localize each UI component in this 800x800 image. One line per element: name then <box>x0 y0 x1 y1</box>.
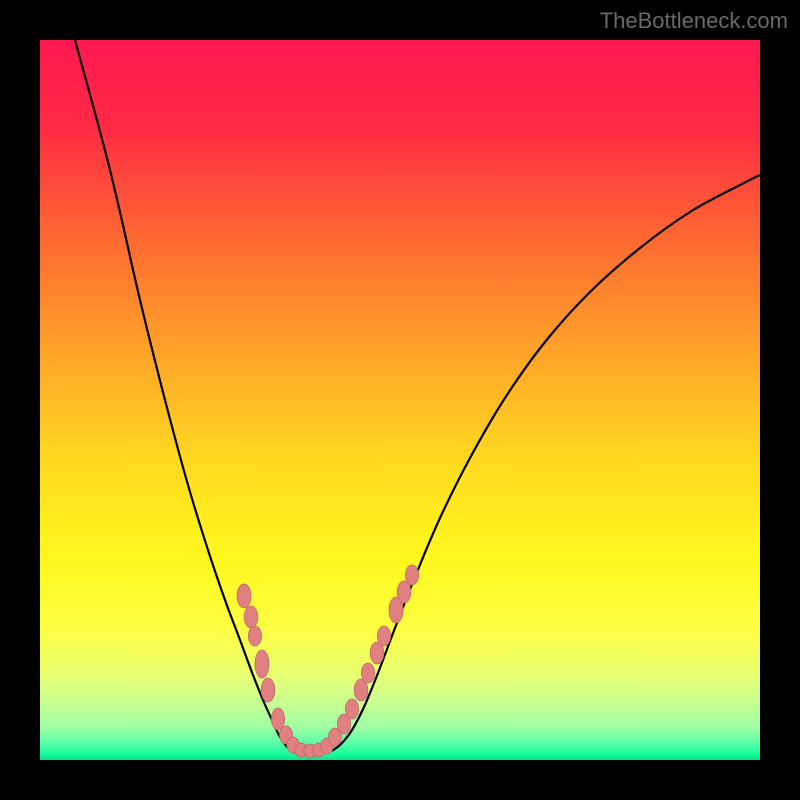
watermark-text: TheBottleneck.com <box>600 8 788 34</box>
chart-container: TheBottleneck.com <box>0 0 800 800</box>
curve-marker <box>255 650 269 678</box>
curve-path <box>75 40 760 755</box>
plot-area <box>40 40 760 760</box>
curve-marker <box>405 565 418 585</box>
curve-marker <box>345 699 358 719</box>
curve-marker <box>261 678 275 702</box>
curve-marker <box>397 581 411 603</box>
curve-marker <box>237 584 251 608</box>
bottleneck-curve <box>40 40 760 760</box>
curve-marker <box>248 626 261 646</box>
curve-marker <box>271 708 284 730</box>
curve-marker <box>244 606 258 628</box>
curve-marker <box>377 626 390 646</box>
curve-marker <box>361 663 374 683</box>
